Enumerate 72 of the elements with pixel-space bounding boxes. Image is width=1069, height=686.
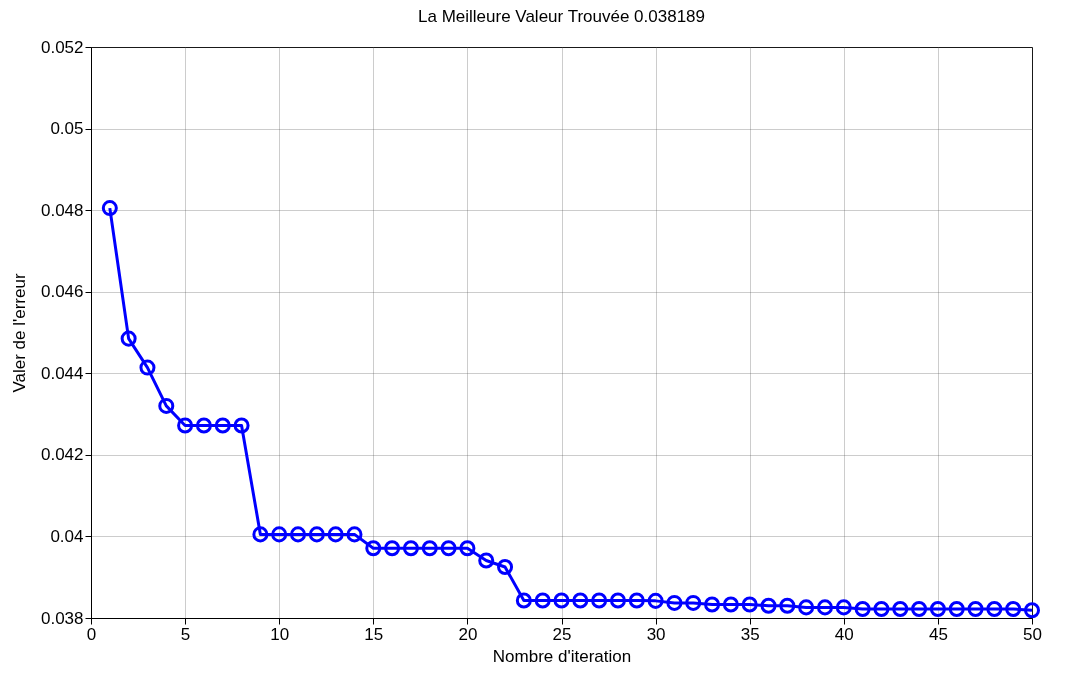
point <box>346 526 363 543</box>
point <box>553 592 570 609</box>
y-axis-title: Valer de l'erreur <box>9 273 29 393</box>
x-tick-label: 0 <box>86 624 97 644</box>
point <box>986 601 1003 618</box>
point <box>139 359 156 376</box>
point <box>929 601 946 618</box>
chart-title: La Meilleure Valeur Trouvée 0.038189 <box>418 7 705 26</box>
point <box>685 594 702 611</box>
x-tick-label: 35 <box>740 624 760 644</box>
point <box>609 592 626 609</box>
point <box>327 526 344 543</box>
point <box>534 592 551 609</box>
point <box>120 330 137 347</box>
point <box>421 540 438 557</box>
point <box>101 200 118 217</box>
point <box>572 592 589 609</box>
point <box>177 417 194 434</box>
point <box>892 601 909 618</box>
point <box>835 599 852 616</box>
point <box>760 597 777 614</box>
x-tick-label: 20 <box>458 624 478 644</box>
y-tick-label: 0.044 <box>40 363 84 383</box>
point <box>666 594 683 611</box>
point <box>459 540 476 557</box>
point <box>271 526 288 543</box>
y-tick-label: 0.04 <box>50 526 84 546</box>
y-tick-label: 0.046 <box>40 282 84 302</box>
point <box>233 417 250 434</box>
x-tick-label: 10 <box>270 624 290 644</box>
point <box>854 601 871 618</box>
point <box>478 552 495 569</box>
point <box>440 540 457 557</box>
point <box>214 417 231 434</box>
x-tick-label: 25 <box>552 624 572 644</box>
point <box>628 592 645 609</box>
point <box>967 601 984 618</box>
x-axis-title: Nombre d'iteration <box>492 646 632 666</box>
point <box>816 599 833 616</box>
point <box>158 397 175 414</box>
point <box>779 597 796 614</box>
y-tick-label: 0.042 <box>40 445 84 465</box>
point <box>515 592 532 609</box>
point <box>290 526 307 543</box>
point <box>365 540 382 557</box>
y-tick-label: 0.05 <box>50 119 84 139</box>
point <box>1023 602 1041 619</box>
point <box>798 599 815 616</box>
y-tick-label: 0.048 <box>40 200 84 220</box>
x-tick-label: 40 <box>834 624 854 644</box>
y-tick-label: 0.038 <box>40 608 84 628</box>
point <box>591 592 608 609</box>
x-tick-label: 5 <box>180 624 191 644</box>
point <box>873 601 890 618</box>
point <box>722 596 739 613</box>
point <box>497 559 514 576</box>
x-tick-label: 30 <box>646 624 666 644</box>
point <box>195 417 212 434</box>
point <box>252 526 269 543</box>
x-tick-label: 45 <box>928 624 948 644</box>
y-tick-label: 0.052 <box>40 37 84 57</box>
point <box>704 596 721 613</box>
point <box>948 601 965 618</box>
point <box>402 540 419 557</box>
point <box>1005 601 1022 618</box>
x-tick-label: 50 <box>1023 624 1042 644</box>
point <box>308 526 325 543</box>
point <box>911 601 928 618</box>
point <box>741 596 758 613</box>
x-tick-label: 15 <box>364 624 384 644</box>
point <box>647 592 664 609</box>
point <box>384 540 401 557</box>
